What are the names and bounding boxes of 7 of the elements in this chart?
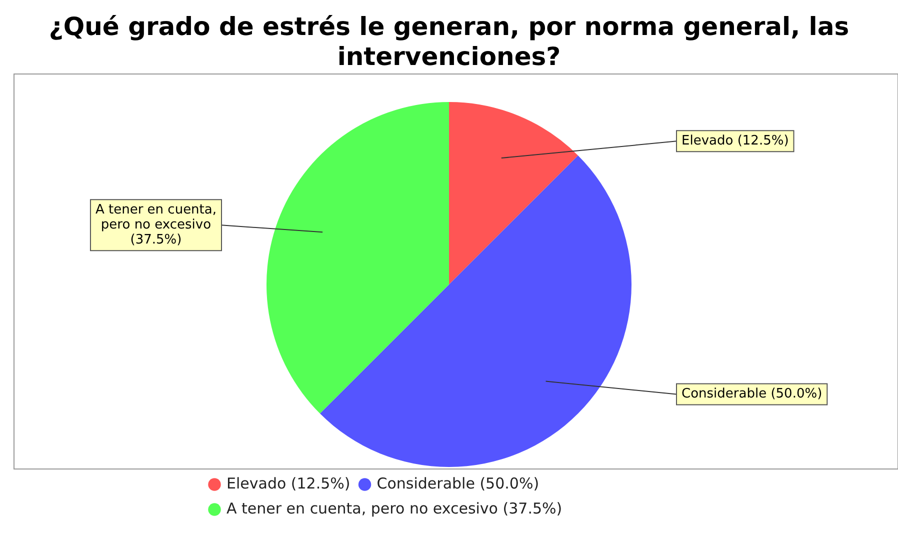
legend-label: Considerable (50.0%)	[376, 474, 540, 492]
legend-label: A tener en cuenta, pero no excesivo (37.5%)	[226, 499, 562, 518]
slice-label: A tener en cuenta, pero no excesivo (37.5%)	[95, 202, 217, 248]
slice-label: Considerable (50.0%)	[682, 386, 822, 402]
slice-label: Elevado (12.5%)	[682, 134, 789, 149]
legend-label: Elevado (12.5%)	[226, 474, 350, 492]
chart-title: ¿Qué grado de estrés le generan, por norma general, las intervenciones?	[48, 12, 850, 72]
